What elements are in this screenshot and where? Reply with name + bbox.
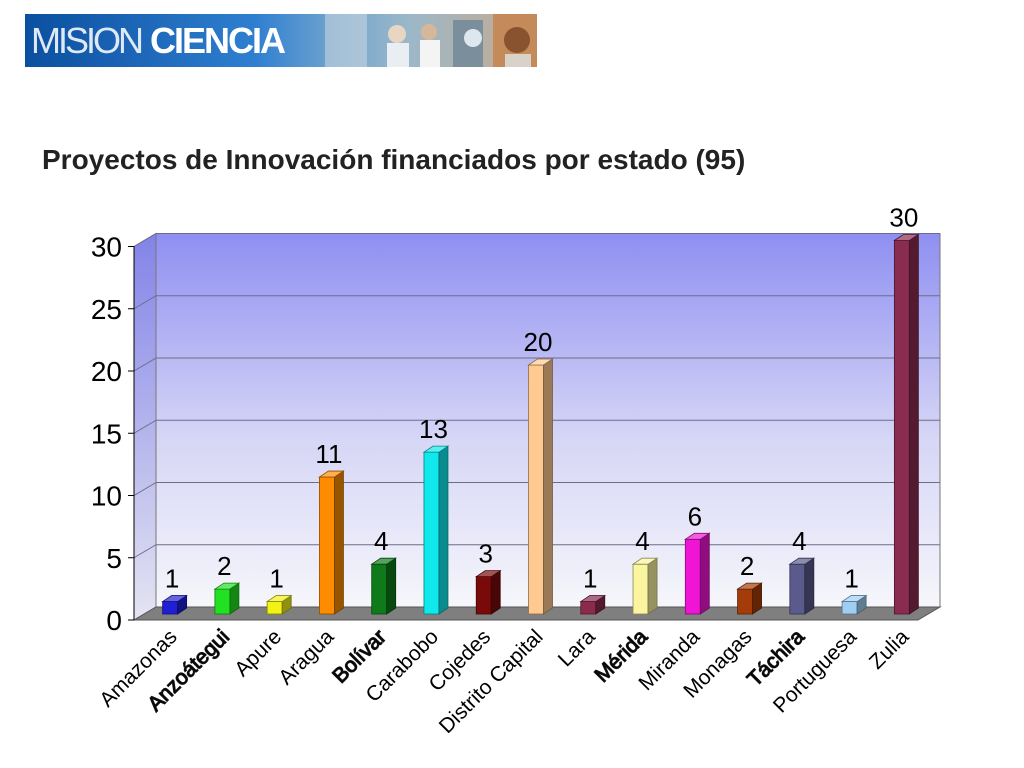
bar-top	[840, 595, 868, 602]
bar-10	[683, 532, 711, 615]
bar-13	[840, 594, 868, 615]
value-label: 11	[315, 439, 342, 469]
bar-14	[893, 233, 920, 615]
bar-top	[474, 570, 502, 578]
y-tick-label: 30	[91, 232, 122, 263]
gridline-side	[133, 295, 157, 310]
bar-top	[161, 595, 188, 602]
bar-top	[579, 595, 607, 602]
value-label: 2	[740, 551, 754, 581]
bar-top	[893, 234, 920, 241]
bar-4	[370, 557, 398, 615]
bar-12	[788, 557, 816, 615]
chart-title: Proyectos de Innovación financiados por …	[42, 144, 746, 175]
gridline-side	[133, 233, 157, 247]
bar-side	[386, 557, 397, 615]
bar-top	[683, 532, 711, 540]
bar-8	[579, 594, 607, 615]
bar-top	[736, 582, 763, 590]
bar-side	[804, 557, 815, 615]
bar-front	[319, 476, 335, 615]
bar-top	[213, 582, 241, 590]
bar-side	[543, 358, 553, 615]
bar-front	[893, 240, 910, 615]
y-tick-label: 5	[106, 543, 122, 574]
banner-photo-collage	[325, 14, 537, 67]
logo-text-mision: MISION	[31, 20, 144, 61]
bar-front	[214, 588, 231, 615]
value-label: 3	[478, 539, 492, 569]
bar-front	[841, 601, 858, 615]
bar-side	[334, 470, 344, 615]
bar-top	[631, 557, 659, 565]
value-label: 2	[217, 551, 231, 581]
bar-6	[474, 569, 502, 615]
value-label: 6	[688, 501, 702, 531]
bar-0	[161, 594, 188, 615]
bar-top	[788, 557, 816, 565]
bar-5	[422, 445, 450, 615]
gridline-side	[133, 357, 157, 372]
mision-ciencia-banner: MISION CIENCIA	[25, 14, 537, 67]
y-tick-label: 25	[91, 294, 122, 325]
value-label: 1	[165, 564, 179, 594]
gridline-side	[133, 482, 157, 496]
y-tick-label: 10	[91, 481, 122, 512]
bar-top	[370, 557, 398, 565]
value-label: 1	[583, 564, 597, 594]
bar-front	[528, 364, 544, 615]
bar-top	[527, 358, 554, 366]
y-tick-label: 15	[91, 418, 122, 449]
gridline-side	[133, 419, 157, 434]
bar-front	[266, 601, 283, 615]
y-tick-label: 20	[91, 356, 122, 387]
category-label: Zulia	[865, 625, 914, 674]
bar-7	[527, 358, 554, 615]
bar-side	[699, 532, 710, 615]
bar-front	[423, 451, 440, 615]
bar-front	[371, 563, 388, 615]
value-label: 13	[419, 414, 448, 444]
bar-front	[162, 601, 179, 615]
category-label: Lara	[554, 625, 600, 671]
gridline-side	[133, 544, 157, 559]
bar-top	[318, 470, 345, 478]
bar-front	[632, 563, 649, 615]
value-label: 1	[844, 564, 858, 594]
bar-front	[737, 588, 753, 615]
bar-side	[908, 233, 919, 615]
value-label: 20	[524, 327, 553, 357]
bar-side	[647, 557, 658, 615]
value-label: 1	[269, 564, 283, 594]
bar-3	[318, 470, 345, 615]
category-label: Aragua	[274, 625, 338, 689]
bar-9	[631, 557, 659, 615]
bar-side	[438, 445, 449, 615]
bar-front	[789, 563, 806, 615]
bar-top	[265, 595, 293, 602]
value-label: 30	[889, 203, 918, 233]
bar-1	[213, 582, 241, 615]
bar-11	[736, 582, 763, 615]
bar-front	[475, 576, 492, 615]
y-tick-label: 0	[106, 605, 122, 636]
bar-front	[580, 601, 597, 615]
bar-2	[265, 594, 293, 615]
bar-side	[490, 569, 501, 615]
bar-front	[684, 538, 701, 615]
value-label: 4	[635, 526, 649, 556]
logo-text-ciencia: CIENCIA	[150, 20, 286, 61]
bar-top	[422, 445, 450, 453]
value-label: 4	[374, 526, 388, 556]
value-label: 4	[792, 526, 806, 556]
